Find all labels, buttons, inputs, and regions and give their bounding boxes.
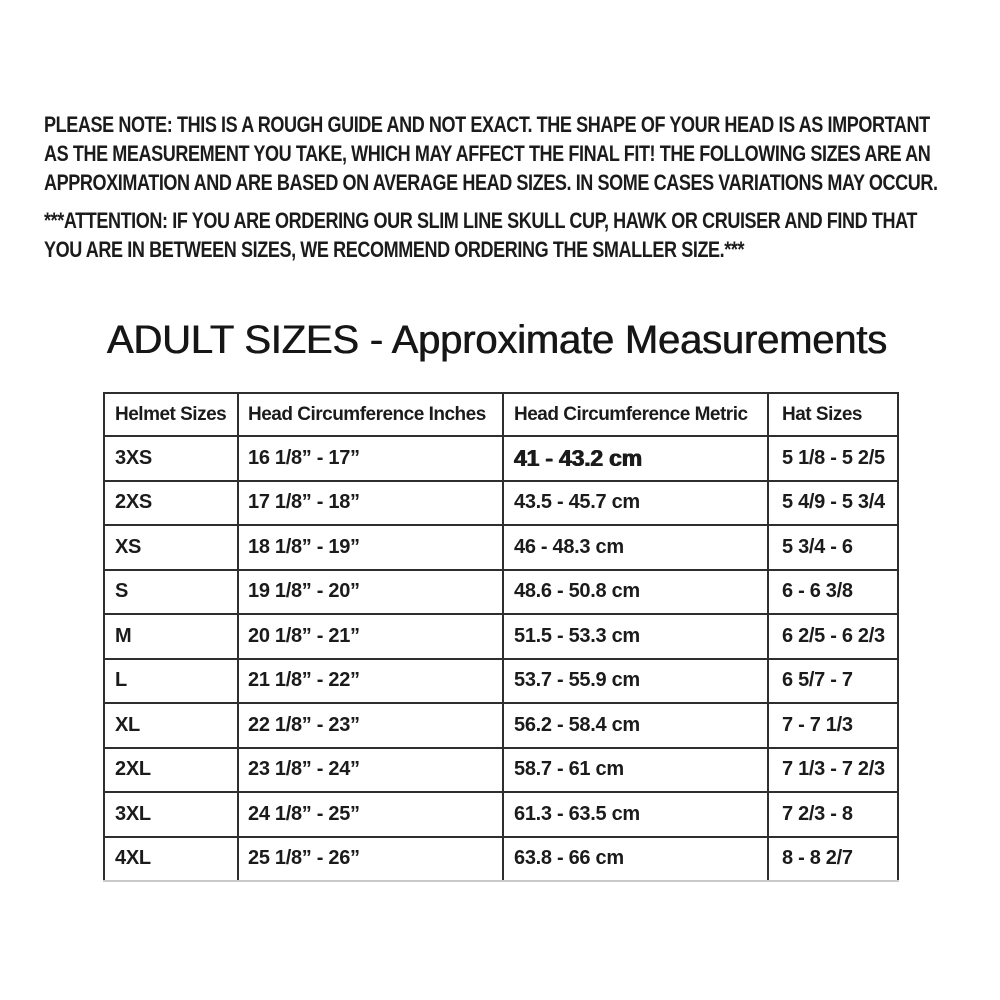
attention-paragraph: ***ATTENTION: IF YOU ARE ORDERING OUR SL… bbox=[44, 206, 1000, 264]
hat-size-cell: 6 - 6 3/8 bbox=[767, 568, 899, 615]
metric-cell: 46 - 48.3 cm bbox=[502, 524, 769, 571]
metric-cell: 63.8 - 66 cm bbox=[502, 835, 769, 882]
helmet-size-cell: L bbox=[103, 657, 239, 704]
hat-size-cell: 7 2/3 - 8 bbox=[767, 791, 899, 838]
size-chart-body: 3XS 16 1/8” - 17” 41 - 43.2 cm 5 1/8 - 5 2/… bbox=[103, 435, 899, 882]
helmet-size-cell: XS bbox=[103, 524, 239, 571]
table-row: M 20 1/8” - 21” 51.5 - 53.3 cm 6 2/5 - 6 2/… bbox=[103, 613, 899, 660]
hat-size-cell: 7 1/3 - 7 2/3 bbox=[767, 746, 899, 793]
inches-cell: 18 1/8” - 19” bbox=[237, 524, 504, 571]
table-row: S 19 1/8” - 20” 48.6 - 50.8 cm 6 - 6 3/8 bbox=[103, 568, 899, 615]
metric-cell: 61.3 - 63.5 cm bbox=[502, 791, 769, 838]
note-line: PLEASE NOTE: THIS IS A ROUGH GUIDE AND N… bbox=[44, 112, 930, 137]
metric-cell: 48.6 - 50.8 cm bbox=[502, 568, 769, 615]
helmet-size-cell: 4XL bbox=[103, 835, 239, 882]
helmet-size-cell: 3XS bbox=[103, 435, 239, 482]
column-header-helmet-sizes: Helmet Sizes bbox=[103, 392, 239, 437]
note-line: AS THE MEASUREMENT YOU TAKE, WHICH MAY A… bbox=[44, 141, 931, 166]
metric-cell: 41 - 43.2 cm bbox=[502, 435, 769, 482]
table-row: L 21 1/8” - 22” 53.7 - 55.9 cm 6 5/7 - 7 bbox=[103, 657, 899, 704]
hat-size-cell: 7 - 7 1/3 bbox=[767, 702, 899, 749]
hat-size-cell: 5 3/4 - 6 bbox=[767, 524, 899, 571]
helmet-size-cell: M bbox=[103, 613, 239, 660]
column-header-inches: Head Circumference Inches bbox=[237, 392, 504, 437]
inches-cell: 21 1/8” - 22” bbox=[237, 657, 504, 704]
metric-cell: 51.5 - 53.3 cm bbox=[502, 613, 769, 660]
table-row: 2XS 17 1/8” - 18” 43.5 - 45.7 cm 5 4/9 - 5 … bbox=[103, 479, 899, 526]
column-header-metric: Head Circumference Metric bbox=[502, 392, 769, 437]
header-row: Helmet Sizes Head Circumference Inches H… bbox=[103, 392, 899, 437]
note-line: ***ATTENTION: IF YOU ARE ORDERING OUR SL… bbox=[44, 208, 917, 233]
table-row: 3XL 24 1/8” - 25” 61.3 - 63.5 cm 7 2/3 - 8 bbox=[103, 791, 899, 838]
metric-cell: 58.7 - 61 cm bbox=[502, 746, 769, 793]
table-row: XS 18 1/8” - 19” 46 - 48.3 cm 5 3/4 - 6 bbox=[103, 524, 899, 571]
hat-size-cell: 8 - 8 2/7 bbox=[767, 835, 899, 882]
column-header-hat-sizes: Hat Sizes bbox=[767, 392, 899, 437]
metric-cell: 53.7 - 55.9 cm bbox=[502, 657, 769, 704]
hat-size-cell: 6 2/5 - 6 2/3 bbox=[767, 613, 899, 660]
metric-cell: 43.5 - 45.7 cm bbox=[502, 479, 769, 526]
inches-cell: 23 1/8” - 24” bbox=[237, 746, 504, 793]
helmet-size-cell: 2XS bbox=[103, 479, 239, 526]
table-row: 3XS 16 1/8” - 17” 41 - 43.2 cm 5 1/8 - 5 2/… bbox=[103, 435, 899, 482]
size-chart-header: Helmet Sizes Head Circumference Inches H… bbox=[103, 392, 899, 437]
helmet-size-cell: XL bbox=[103, 702, 239, 749]
metric-cell: 56.2 - 58.4 cm bbox=[502, 702, 769, 749]
note-line: YOU ARE IN BETWEEN SIZES, WE RECOMMEND O… bbox=[44, 237, 745, 262]
size-chart-table: Helmet Sizes Head Circumference Inches H… bbox=[103, 392, 899, 882]
page-title: ADULT SIZES - Approximate Measurements bbox=[107, 318, 888, 362]
hat-size-cell: 6 5/7 - 7 bbox=[767, 657, 899, 704]
inches-cell: 19 1/8” - 20” bbox=[237, 568, 504, 615]
helmet-size-cell: 2XL bbox=[103, 746, 239, 793]
helmet-size-cell: 3XL bbox=[103, 791, 239, 838]
inches-cell: 22 1/8” - 23” bbox=[237, 702, 504, 749]
inches-cell: 17 1/8” - 18” bbox=[237, 479, 504, 526]
table-row: XL 22 1/8” - 23” 56.2 - 58.4 cm 7 - 7 1/3 bbox=[103, 702, 899, 749]
helmet-size-cell: S bbox=[103, 568, 239, 615]
inches-cell: 24 1/8” - 25” bbox=[237, 791, 504, 838]
inches-cell: 16 1/8” - 17” bbox=[237, 435, 504, 482]
hat-size-cell: 5 1/8 - 5 2/5 bbox=[767, 435, 899, 482]
table-row: 2XL 23 1/8” - 24” 58.7 - 61 cm 7 1/3 - 7 2/… bbox=[103, 746, 899, 793]
note-line: APPROXIMATION AND ARE BASED ON AVERAGE H… bbox=[44, 170, 938, 195]
inches-cell: 20 1/8” - 21” bbox=[237, 613, 504, 660]
inches-cell: 25 1/8” - 26” bbox=[237, 835, 504, 882]
hat-size-cell: 5 4/9 - 5 3/4 bbox=[767, 479, 899, 526]
please-note-paragraph: PLEASE NOTE: THIS IS A ROUGH GUIDE AND N… bbox=[44, 110, 1000, 197]
table-row: 4XL 25 1/8” - 26” 63.8 - 66 cm 8 - 8 2/7 bbox=[103, 835, 899, 882]
